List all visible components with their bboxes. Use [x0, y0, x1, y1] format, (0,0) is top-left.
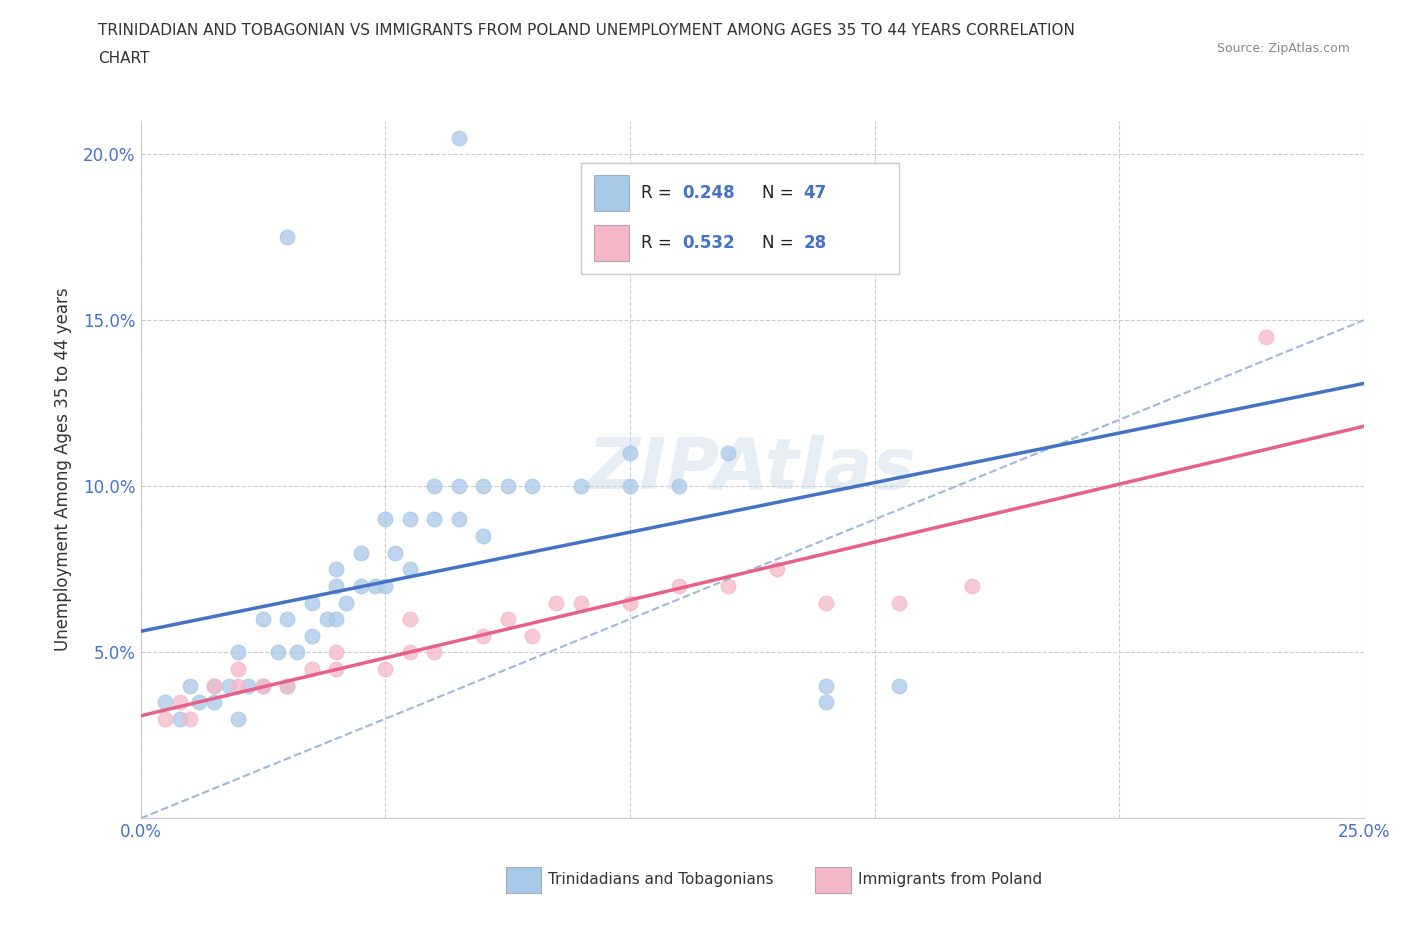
- Point: [472, 629, 495, 644]
- Point: [276, 612, 298, 627]
- Point: [765, 562, 787, 577]
- Point: [569, 595, 592, 610]
- Point: [472, 479, 495, 494]
- Point: [301, 661, 323, 676]
- Point: [252, 612, 274, 627]
- Point: [228, 678, 250, 693]
- Point: [887, 678, 910, 693]
- Point: [398, 512, 420, 527]
- Point: [887, 595, 910, 610]
- Point: [315, 612, 337, 627]
- Point: [962, 578, 984, 593]
- Point: [238, 678, 260, 693]
- Point: [668, 578, 690, 593]
- Point: [325, 644, 347, 659]
- Point: [202, 678, 225, 693]
- Y-axis label: Unemployment Among Ages 35 to 44 years: Unemployment Among Ages 35 to 44 years: [53, 288, 72, 651]
- Point: [447, 130, 470, 145]
- Point: [447, 479, 470, 494]
- Point: [423, 644, 446, 659]
- Point: [520, 479, 543, 494]
- Point: [472, 528, 495, 543]
- Point: [276, 678, 298, 693]
- Point: [374, 661, 396, 676]
- Point: [398, 612, 420, 627]
- Point: [520, 629, 543, 644]
- Point: [668, 479, 690, 494]
- Point: [285, 644, 308, 659]
- Point: [398, 644, 420, 659]
- Point: [169, 695, 191, 710]
- Point: [496, 479, 519, 494]
- Point: [717, 578, 740, 593]
- Point: [228, 644, 250, 659]
- Point: [325, 661, 347, 676]
- Point: [325, 578, 347, 593]
- Point: [301, 595, 323, 610]
- Point: [188, 695, 211, 710]
- Text: Source: ZipAtlas.com: Source: ZipAtlas.com: [1216, 42, 1350, 55]
- Point: [325, 562, 347, 577]
- Point: [423, 512, 446, 527]
- Point: [350, 545, 373, 560]
- Point: [153, 695, 176, 710]
- Point: [228, 711, 250, 726]
- Point: [814, 595, 837, 610]
- Point: [228, 661, 250, 676]
- Point: [619, 445, 641, 460]
- Point: [202, 695, 225, 710]
- Point: [546, 595, 568, 610]
- Point: [153, 711, 176, 726]
- Point: [374, 512, 396, 527]
- Point: [374, 578, 396, 593]
- Point: [252, 678, 274, 693]
- Point: [619, 595, 641, 610]
- Point: [276, 230, 298, 245]
- Text: Immigrants from Poland: Immigrants from Poland: [858, 872, 1042, 887]
- Point: [335, 595, 357, 610]
- Point: [619, 479, 641, 494]
- Point: [569, 479, 592, 494]
- Point: [1254, 329, 1277, 344]
- Point: [423, 479, 446, 494]
- Point: [447, 512, 470, 527]
- Point: [301, 629, 323, 644]
- Point: [384, 545, 406, 560]
- Point: [325, 612, 347, 627]
- Point: [496, 612, 519, 627]
- Point: [252, 678, 274, 693]
- Point: [179, 678, 201, 693]
- Point: [202, 678, 225, 693]
- Text: TRINIDADIAN AND TOBAGONIAN VS IMMIGRANTS FROM POLAND UNEMPLOYMENT AMONG AGES 35 : TRINIDADIAN AND TOBAGONIAN VS IMMIGRANTS…: [98, 23, 1076, 38]
- Point: [179, 711, 201, 726]
- Point: [717, 445, 740, 460]
- Text: ZIPAtlas: ZIPAtlas: [588, 435, 917, 504]
- Point: [350, 578, 373, 593]
- Text: Trinidadians and Tobagonians: Trinidadians and Tobagonians: [548, 872, 773, 887]
- Point: [276, 678, 298, 693]
- Point: [364, 578, 387, 593]
- Point: [398, 562, 420, 577]
- Point: [169, 711, 191, 726]
- Point: [218, 678, 240, 693]
- Text: CHART: CHART: [98, 51, 150, 66]
- Point: [266, 644, 288, 659]
- Point: [814, 695, 837, 710]
- Point: [814, 678, 837, 693]
